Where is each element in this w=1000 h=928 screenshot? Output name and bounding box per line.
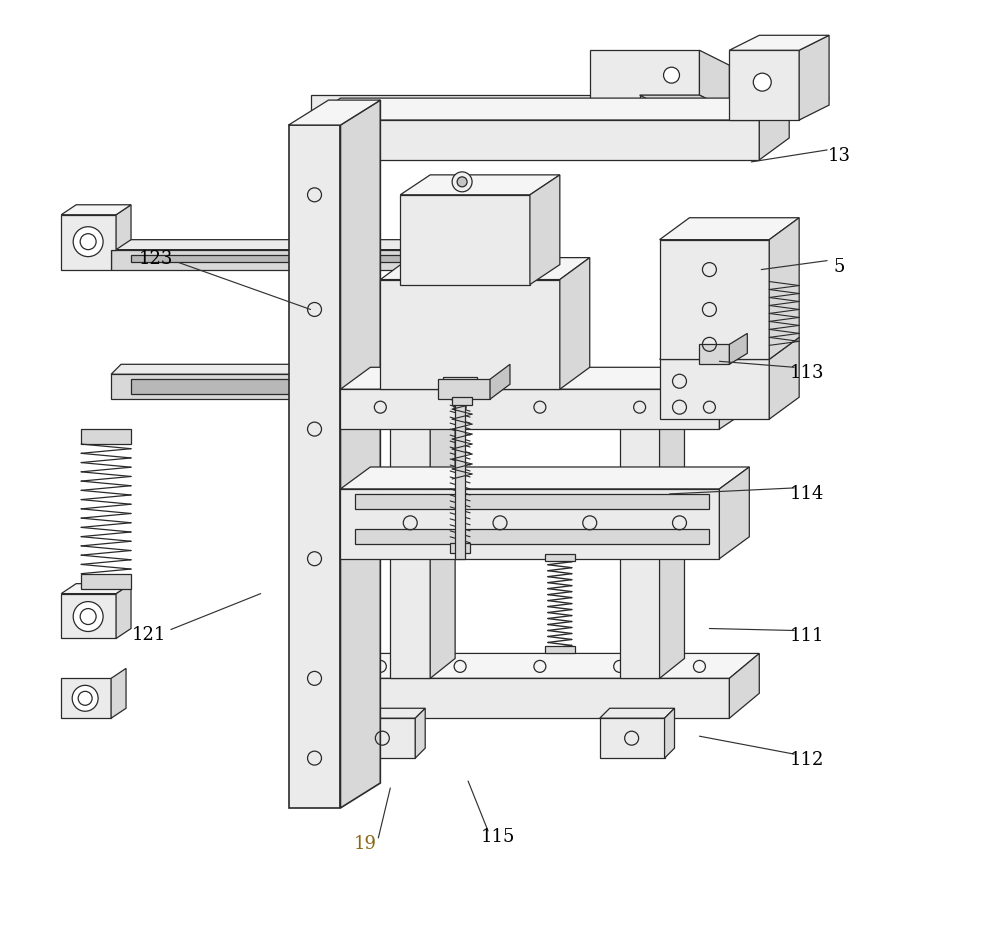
Polygon shape bbox=[111, 365, 510, 375]
Polygon shape bbox=[560, 258, 590, 390]
Polygon shape bbox=[719, 468, 749, 559]
Polygon shape bbox=[640, 96, 729, 111]
Polygon shape bbox=[620, 419, 660, 678]
Polygon shape bbox=[759, 99, 789, 161]
Polygon shape bbox=[111, 240, 510, 251]
Polygon shape bbox=[340, 101, 380, 808]
Polygon shape bbox=[660, 400, 684, 678]
Polygon shape bbox=[340, 468, 749, 489]
Polygon shape bbox=[400, 175, 560, 196]
Polygon shape bbox=[660, 218, 799, 240]
Polygon shape bbox=[131, 255, 490, 263]
Polygon shape bbox=[340, 653, 759, 678]
Polygon shape bbox=[415, 708, 425, 758]
Text: 121: 121 bbox=[132, 625, 166, 644]
Polygon shape bbox=[729, 653, 759, 718]
Polygon shape bbox=[81, 574, 131, 589]
Polygon shape bbox=[380, 280, 560, 390]
Polygon shape bbox=[355, 495, 709, 509]
Text: 115: 115 bbox=[481, 827, 515, 845]
Polygon shape bbox=[289, 126, 340, 808]
Polygon shape bbox=[500, 240, 510, 270]
Polygon shape bbox=[340, 678, 729, 718]
Polygon shape bbox=[61, 678, 111, 718]
Polygon shape bbox=[61, 584, 131, 594]
Polygon shape bbox=[311, 121, 759, 161]
Polygon shape bbox=[660, 360, 769, 419]
Polygon shape bbox=[390, 400, 455, 419]
Polygon shape bbox=[390, 419, 430, 678]
Circle shape bbox=[72, 686, 98, 712]
Polygon shape bbox=[81, 430, 131, 445]
Circle shape bbox=[73, 602, 103, 632]
Polygon shape bbox=[340, 367, 749, 390]
Polygon shape bbox=[799, 36, 829, 121]
Polygon shape bbox=[450, 543, 470, 553]
Polygon shape bbox=[590, 51, 699, 121]
Polygon shape bbox=[620, 400, 684, 419]
Polygon shape bbox=[116, 584, 131, 638]
Polygon shape bbox=[665, 708, 675, 758]
Polygon shape bbox=[311, 96, 699, 121]
Polygon shape bbox=[699, 51, 729, 111]
Polygon shape bbox=[438, 380, 490, 400]
Polygon shape bbox=[116, 206, 131, 251]
Polygon shape bbox=[729, 36, 829, 51]
Polygon shape bbox=[545, 554, 575, 561]
Polygon shape bbox=[355, 529, 709, 544]
Polygon shape bbox=[450, 390, 470, 400]
Polygon shape bbox=[600, 718, 665, 758]
Polygon shape bbox=[699, 345, 729, 365]
Polygon shape bbox=[545, 647, 575, 653]
Text: 114: 114 bbox=[790, 484, 824, 502]
Polygon shape bbox=[289, 101, 380, 126]
Polygon shape bbox=[729, 51, 799, 121]
Polygon shape bbox=[400, 196, 530, 285]
Polygon shape bbox=[729, 99, 829, 121]
Polygon shape bbox=[311, 99, 789, 121]
Polygon shape bbox=[380, 258, 590, 280]
Polygon shape bbox=[660, 338, 799, 360]
Polygon shape bbox=[340, 390, 719, 430]
Text: 113: 113 bbox=[790, 364, 824, 381]
Polygon shape bbox=[500, 365, 510, 400]
Polygon shape bbox=[769, 338, 799, 419]
Text: 111: 111 bbox=[790, 626, 824, 645]
Polygon shape bbox=[490, 365, 510, 400]
Polygon shape bbox=[111, 375, 500, 400]
Text: 123: 123 bbox=[139, 250, 173, 267]
Polygon shape bbox=[61, 594, 116, 638]
Polygon shape bbox=[430, 400, 455, 678]
Polygon shape bbox=[61, 206, 131, 215]
Text: 19: 19 bbox=[354, 834, 377, 852]
Polygon shape bbox=[340, 489, 719, 559]
Polygon shape bbox=[452, 398, 472, 406]
Polygon shape bbox=[729, 334, 747, 365]
Polygon shape bbox=[443, 378, 477, 392]
Polygon shape bbox=[719, 367, 749, 430]
Polygon shape bbox=[111, 251, 500, 270]
Polygon shape bbox=[600, 708, 675, 718]
Text: 112: 112 bbox=[790, 751, 824, 768]
Circle shape bbox=[73, 227, 103, 257]
Polygon shape bbox=[660, 240, 769, 360]
Polygon shape bbox=[769, 218, 799, 360]
Circle shape bbox=[457, 177, 467, 187]
Polygon shape bbox=[350, 718, 415, 758]
Polygon shape bbox=[61, 215, 116, 270]
Text: 13: 13 bbox=[828, 147, 851, 165]
Circle shape bbox=[753, 74, 771, 92]
Polygon shape bbox=[530, 175, 560, 285]
Polygon shape bbox=[111, 669, 126, 718]
Polygon shape bbox=[350, 708, 425, 718]
Polygon shape bbox=[131, 380, 490, 394]
Polygon shape bbox=[699, 96, 729, 135]
Polygon shape bbox=[455, 390, 465, 559]
Circle shape bbox=[664, 68, 680, 84]
Text: 5: 5 bbox=[833, 257, 845, 276]
Circle shape bbox=[452, 173, 472, 193]
